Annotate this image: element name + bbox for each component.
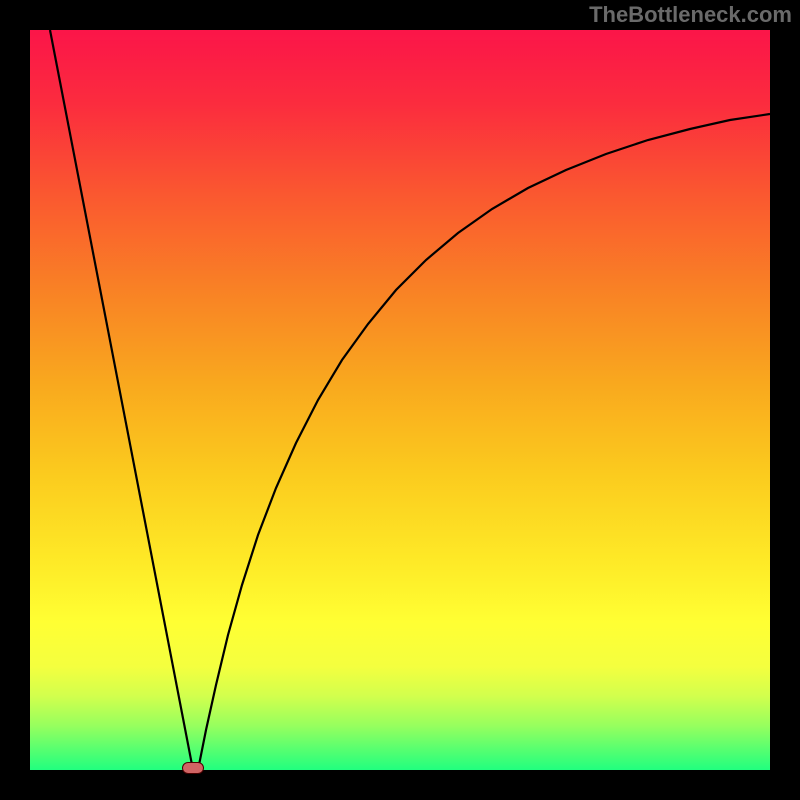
left-curve-line bbox=[50, 30, 193, 770]
chart-container: TheBottleneck.com bbox=[0, 0, 800, 800]
right-curve-line bbox=[198, 114, 770, 770]
curve-layer bbox=[30, 30, 770, 770]
watermark-text: TheBottleneck.com bbox=[589, 2, 792, 28]
minimum-marker bbox=[182, 762, 204, 774]
plot-area bbox=[30, 30, 770, 770]
